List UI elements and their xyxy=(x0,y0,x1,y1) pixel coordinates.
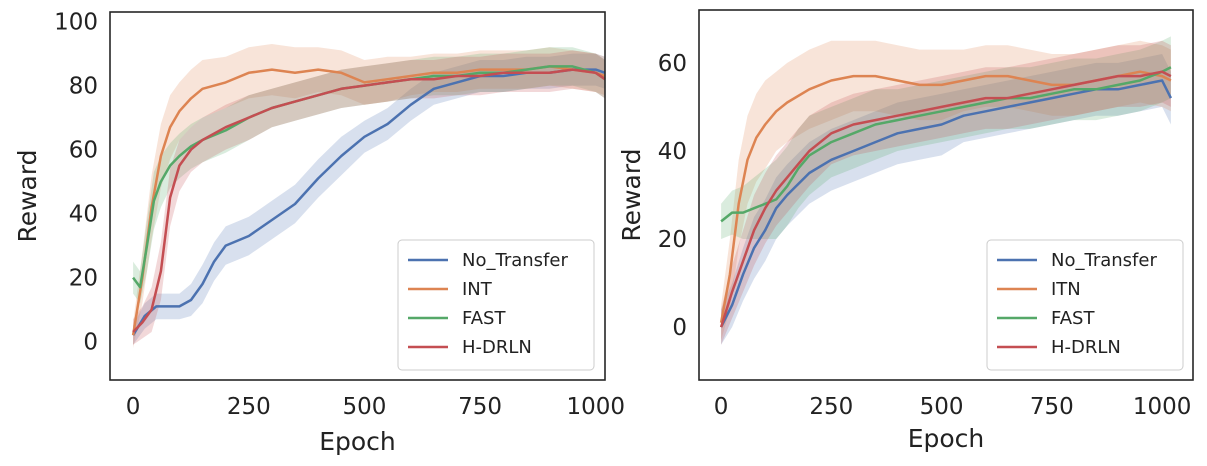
legend-entry: FAST xyxy=(1051,308,1095,329)
legend-entry: No_Transfer xyxy=(1051,250,1157,271)
x-tick-label: 1000 xyxy=(1133,394,1192,420)
chart-left: 0 250 500 750 1000 0 20 40 60 80 100 Epoch Reward No_… xyxy=(13,10,625,456)
y-tick-label: 0 xyxy=(83,330,98,356)
y-tick-label: 40 xyxy=(658,139,687,165)
y-tick-label: 60 xyxy=(658,51,687,77)
legend-entry: INT xyxy=(462,279,493,300)
legend-entry: ITN xyxy=(1051,279,1081,300)
series-band-itn xyxy=(721,40,1171,341)
legend-entry: H-DRLN xyxy=(1051,337,1121,358)
chart-right: 0 250 500 750 1000 0 20 40 60 Epoch Reward No_Trans… xyxy=(617,9,1194,453)
y-tick-label: 20 xyxy=(69,266,98,292)
x-axis-label: Epoch xyxy=(319,427,396,456)
series-band-fast xyxy=(133,47,605,304)
x-tick-label: 0 xyxy=(714,394,729,420)
legend-box xyxy=(986,239,1184,371)
plot-frame xyxy=(698,9,1194,381)
legend-box xyxy=(397,239,595,371)
plot-frame xyxy=(109,11,606,381)
x-tick-label: 1000 xyxy=(566,394,625,420)
x-tick-label: 250 xyxy=(227,394,271,420)
series-line-h-drln xyxy=(132,68,606,333)
x-tick-label: 250 xyxy=(809,394,853,420)
legend: No_Transfer ITN FAST H-DRLN xyxy=(986,239,1184,371)
series-band-int xyxy=(133,44,605,348)
y-tick-label: 0 xyxy=(672,315,687,341)
series-line-h-drln xyxy=(719,70,1172,328)
y-axis-label: Reward xyxy=(13,149,42,242)
x-axis-label: Epoch xyxy=(908,424,985,453)
legend-entry: H-DRLN xyxy=(462,337,532,358)
legend-entry: No_Transfer xyxy=(462,250,568,271)
series-band-h-drln xyxy=(721,40,1171,345)
x-tick-label: 0 xyxy=(126,394,141,420)
y-tick-label: 80 xyxy=(69,74,98,100)
y-tick-label: 20 xyxy=(658,227,687,253)
series-band-no_transfer xyxy=(133,53,605,345)
y-tick-label: 40 xyxy=(69,202,98,228)
y-tick-label: 60 xyxy=(69,138,98,164)
legend: No_Transfer INT FAST H-DRLN xyxy=(397,239,595,371)
x-tick-label: 500 xyxy=(920,394,964,420)
y-tick-label: 100 xyxy=(54,10,98,36)
x-tick-label: 750 xyxy=(458,394,502,420)
series-band-h-drln xyxy=(133,50,605,345)
x-tick-label: 750 xyxy=(1030,394,1074,420)
legend-entry: FAST xyxy=(462,308,506,329)
y-axis-label: Reward xyxy=(617,148,646,241)
x-tick-label: 500 xyxy=(342,394,386,420)
